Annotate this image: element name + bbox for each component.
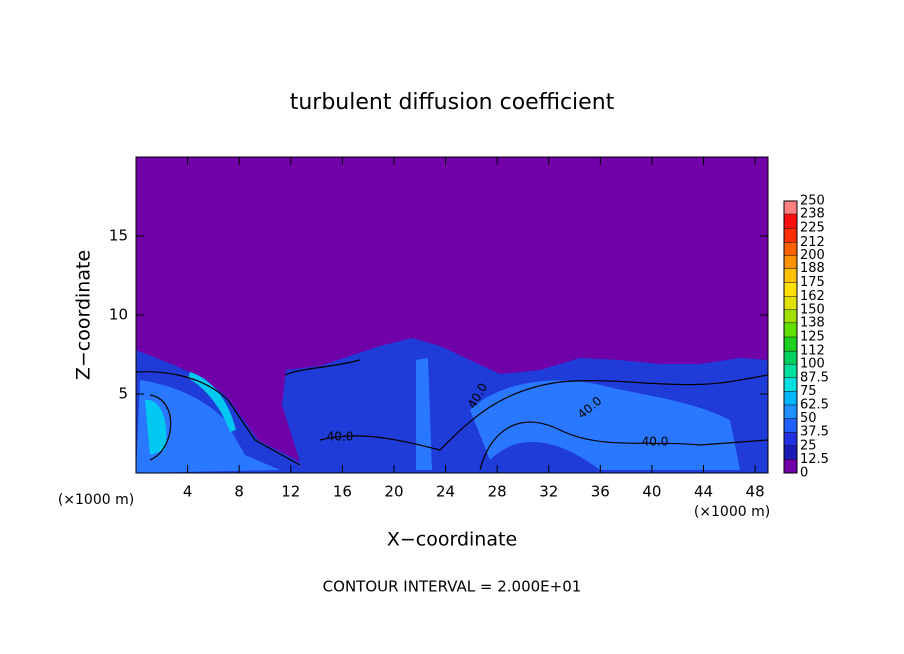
colorbar-tick-label: 200 (800, 248, 825, 263)
field-streak (145, 399, 167, 455)
x-tick-label: 12 (281, 483, 300, 501)
colorbar-band (784, 296, 797, 310)
colorbar-band (784, 282, 797, 297)
field-streak (470, 380, 740, 470)
colorbar-tick-label: 100 (800, 357, 825, 372)
colorbar-band (784, 445, 797, 460)
colorbar-band (784, 242, 797, 256)
contour-field (136, 157, 768, 473)
colorbar-tick-label: 62.5 (800, 398, 829, 413)
colorbar-band (784, 322, 797, 337)
colorbar-tick-label: 75 (800, 384, 817, 399)
colorbar-band (784, 418, 797, 433)
x-unit-label: (×1000 m) (694, 504, 770, 520)
colorbar-band (784, 459, 797, 473)
colorbar-band (784, 228, 797, 243)
colorbar-tick-label: 212 (800, 235, 825, 250)
colorbar-tick-label: 125 (800, 330, 825, 345)
colorbar-tick-label: 0 (800, 466, 808, 481)
colorbar-tick-label: 12.5 (800, 452, 829, 467)
x-tick-label: 28 (488, 483, 507, 501)
x-tick-label: 8 (234, 483, 244, 501)
colorbar-tick-label: 188 (800, 261, 825, 276)
colorbar-tick-label: 225 (800, 221, 825, 236)
x-tick-label: 32 (539, 483, 558, 501)
y-tick-label: 15 (109, 227, 128, 245)
colorbar-tick-label: 112 (800, 344, 825, 359)
chart-title: turbulent diffusion coefficient (290, 90, 615, 115)
colorbar-tick-label: 238 (800, 207, 825, 222)
colorbar-tick-label: 37.5 (800, 425, 829, 440)
x-axis-label: X−coordinate (387, 529, 517, 551)
colorbar-tick-label: 50 (800, 411, 817, 426)
colorbar-band (784, 214, 797, 229)
colorbar-band (784, 337, 797, 352)
contour-line (136, 359, 768, 471)
colorbar-band (784, 268, 797, 283)
x-tick-label: 44 (694, 483, 713, 501)
field-streak (188, 372, 236, 432)
colorbar-band (784, 351, 797, 365)
colorbar-band (784, 255, 797, 269)
y-tick-label: 5 (118, 385, 128, 403)
colorbar-band (784, 201, 797, 215)
x-tick-label: 36 (591, 483, 610, 501)
x-tick-label: 16 (333, 483, 352, 501)
colorbar-band (784, 309, 797, 323)
colorbar-tick-label: 175 (800, 275, 825, 290)
colorbar-tick-label: 162 (800, 289, 825, 304)
x-tick-label: 20 (384, 483, 403, 501)
colorbar-band (784, 432, 797, 446)
x-tick-label: 4 (183, 483, 193, 501)
x-tick-label: 24 (436, 483, 455, 501)
colorbar-band (784, 377, 797, 392)
contour-label: 40.0 (642, 435, 669, 449)
field-streak (416, 358, 432, 470)
colorbar-tick-label: 138 (800, 315, 825, 330)
footnote: CONTOUR INTERVAL = 2.000E+01 (323, 578, 582, 596)
colorbar-tick-label: 150 (800, 302, 825, 317)
colorbar-band (784, 391, 797, 405)
field-streak (136, 380, 280, 473)
y-tick-label: 10 (109, 306, 128, 324)
x-unit-label: (×1000 m) (58, 492, 134, 508)
colorbar-tick-label: 25 (800, 438, 817, 453)
colorbar-tick-label: 87.5 (800, 370, 829, 385)
x-tick-label: 48 (746, 483, 765, 501)
colorbar-band (784, 364, 797, 378)
y-axis-label: Z−coordinate (73, 250, 95, 380)
x-tick-label: 40 (642, 483, 661, 501)
colorbar-band (784, 405, 797, 419)
contour-label: 40.0 (327, 430, 354, 444)
colorbar-tick-label: 250 (800, 194, 825, 209)
